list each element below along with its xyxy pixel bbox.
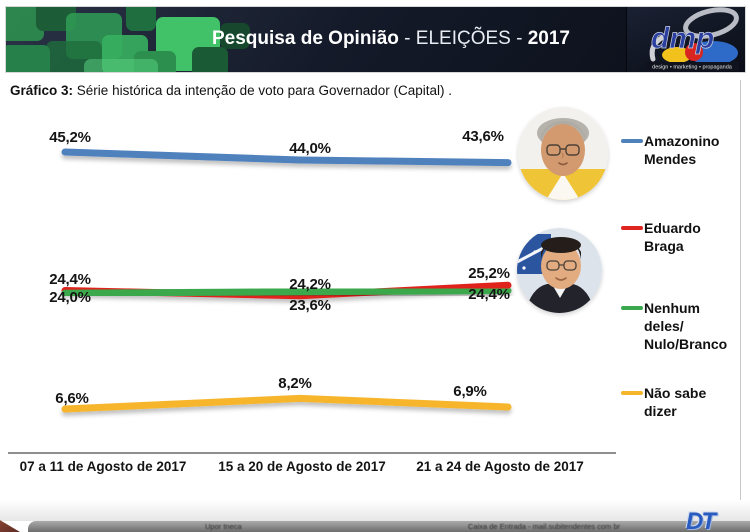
background-window-bar[interactable] [28, 521, 750, 532]
bottom-shadow [0, 500, 750, 521]
legend-dash-green [621, 306, 643, 310]
x-axis-label-3: 21 a 24 de Agosto de 2017 [416, 459, 584, 474]
legend-label: Nenhum deles/ Nulo/Branco [644, 300, 728, 353]
page-title: Pesquisa de Opinião - ELEIÇÕES - 2017 [176, 26, 606, 52]
dmp-logo-text: dmp [651, 22, 714, 55]
legend-item-nenhum: Nenhum deles/ Nulo/Branco [621, 299, 727, 354]
dmp-logo: dmp design • marketing • propaganda [626, 7, 745, 72]
dmp-logo-tagline: design • marketing • propaganda [652, 65, 733, 71]
legend-item-amazonino: Amazonino Mendes [621, 132, 719, 168]
dmp-logo-graphic: dmp design • marketing • propaganda [645, 7, 739, 71]
data-label-braga-p2: 23,6% [289, 297, 331, 314]
title-mid: - ELEIÇÕES - [404, 28, 523, 49]
candidate-photo-amazonino-mendes [518, 107, 608, 200]
series-line-3 [61, 287, 512, 297]
legend-label: Não sabe dizer [644, 385, 707, 420]
background-window-logo[interactable]: DT [686, 508, 716, 532]
legend-dash-red [621, 226, 643, 230]
x-axis-label-2: 15 a 20 de Agosto de 2017 [218, 459, 386, 474]
legend-label: Amazonino Mendes [644, 133, 720, 168]
legend-label: Eduardo Braga [644, 220, 701, 255]
legend-item-braga: Eduardo Braga [621, 219, 701, 255]
green-squares-pattern [6, 7, 256, 72]
x-axis-line [8, 452, 616, 454]
chart-caption-prefix: Gráfico 3: [10, 83, 74, 98]
series-line-1 [61, 148, 512, 167]
data-label-nenhum-p3: 24,4% [468, 286, 510, 303]
background-window-text-left: Upor tneca [205, 522, 242, 531]
data-label-naosabe-p2: 8,2% [278, 375, 312, 392]
data-label-nenhum-p2: 24,2% [289, 276, 331, 293]
series-line-4 [61, 394, 512, 413]
legend-item-naosabe: Não sabe dizer [621, 384, 706, 420]
chart-caption: Gráfico 3: Série histórica da intenção d… [10, 83, 452, 98]
data-label-braga-p3: 25,2% [468, 265, 510, 282]
chart-caption-text: Série histórica da intenção de voto para… [76, 83, 453, 98]
data-label-amazonino-p1: 45,2% [49, 129, 91, 146]
background-window-text-right: Caixa de Entrada - mail.subitendentes co… [468, 522, 621, 531]
header-bar: Pesquisa de Opinião - ELEIÇÕES - 2017 dm… [6, 7, 745, 72]
legend-dash-yellow [621, 391, 643, 395]
data-label-amazonino-p2: 44,0% [289, 140, 331, 157]
data-label-nenhum-p1: 24,0% [49, 289, 91, 306]
data-label-braga-p1: 24,4% [49, 271, 91, 288]
data-label-naosabe-p1: 6,6% [55, 390, 89, 407]
title-main: Pesquisa de Opinião [212, 28, 399, 49]
legend-dash-blue [621, 139, 643, 143]
data-label-naosabe-p3: 6,9% [453, 383, 487, 400]
candidate-photo-eduardo-braga [517, 228, 602, 313]
data-label-amazonino-p3: 43,6% [462, 128, 504, 145]
x-axis-label-1: 07 a 11 de Agosto de 2017 [19, 459, 187, 474]
title-year: 2017 [527, 28, 570, 49]
page-right-border [740, 80, 741, 532]
